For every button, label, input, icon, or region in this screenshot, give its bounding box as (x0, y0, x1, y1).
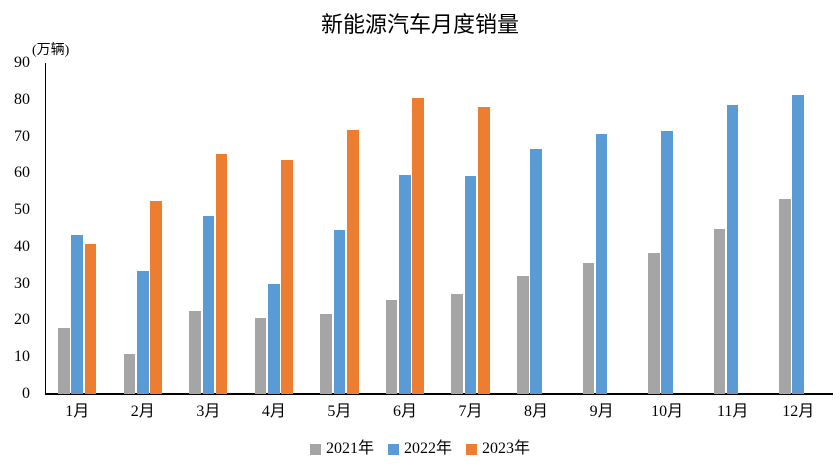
y-axis-tick-label: 60 (14, 164, 30, 182)
y-axis-line (44, 63, 46, 394)
y-axis-tick-label: 50 (14, 201, 30, 219)
bar-2022-m9 (595, 133, 608, 394)
bar-2021-m8 (516, 275, 529, 394)
bar-2021-m9 (582, 262, 595, 394)
y-axis-tick-label: 10 (14, 348, 30, 366)
bar-2022-m3 (202, 215, 215, 394)
bar-2021-m11 (713, 228, 726, 394)
bar-2023-m5 (346, 130, 359, 394)
bar-2022-m5 (333, 229, 346, 394)
bar-2023-m1 (84, 243, 97, 394)
bar-2023-m4 (281, 160, 293, 394)
bar-2022-m4 (268, 284, 280, 394)
x-axis-tick-label: 3月 (196, 403, 221, 420)
x-axis-tick-label: 10月 (651, 403, 684, 420)
legend-item-2023: 2023年 (466, 440, 530, 458)
bar-2021-m10 (648, 253, 660, 394)
x-axis-tick-label: 12月 (782, 403, 815, 420)
bar-2022-m2 (137, 271, 149, 394)
bar-2021-m7 (451, 294, 463, 394)
bar-2022-m10 (661, 131, 673, 394)
bar-2021-m3 (189, 310, 201, 394)
x-axis-tick-label: 7月 (458, 403, 483, 420)
y-axis-tick-label: 0 (22, 385, 30, 402)
y-axis-tick-label: 90 (14, 54, 30, 71)
legend-label-2021: 2021年 (325, 440, 374, 457)
legend-item-2021: 2021年 (309, 440, 374, 458)
x-axis-tick-label: 2月 (130, 403, 155, 420)
y-axis-tick-label: 80 (14, 90, 30, 108)
legend-label-2022: 2022年 (403, 440, 452, 457)
bar-2021-m2 (123, 353, 136, 394)
bar-2023-m7 (478, 107, 490, 394)
y-axis-tick-label: 20 (14, 311, 30, 329)
x-axis-tick-label: 8月 (524, 403, 549, 420)
bar-2021-m12 (779, 198, 791, 394)
bar-2022-m1 (71, 235, 84, 394)
legend-swatch-2022 (387, 443, 399, 455)
legend-swatch-2023 (466, 443, 477, 455)
bar-2023-m6 (412, 97, 425, 394)
legend-swatch-2021 (309, 443, 321, 455)
legend-item-2022: 2022年 (387, 440, 452, 458)
bar-2023-m3 (215, 153, 228, 394)
bar-2022-m12 (792, 94, 805, 394)
bar-2021-m4 (254, 318, 267, 394)
bar-2022-m6 (399, 174, 411, 394)
x-axis-tick-label: 1月 (65, 403, 90, 420)
y-axis-tick-label: 40 (14, 237, 30, 255)
bar-2021-m6 (385, 299, 398, 394)
bar-2022-m11 (726, 104, 739, 394)
bar-2022-m8 (530, 149, 542, 394)
bar-2023-m2 (150, 200, 162, 394)
x-axis-tick-label: 4月 (261, 403, 286, 420)
bar-2021-m1 (58, 328, 70, 394)
x-axis-tick-label: 5月 (327, 403, 352, 420)
bar-2021-m5 (320, 314, 332, 394)
y-axis-tick-label: 70 (14, 127, 30, 145)
chart-title: 新能源汽车月度销量 (320, 12, 519, 37)
legend-label-2023: 2023年 (482, 440, 531, 457)
y-axis-unit-label: (万辆) (32, 43, 70, 58)
bar-2022-m7 (464, 175, 477, 394)
x-axis-tick-label: 11月 (716, 403, 749, 420)
legend: 2021年 2022年 2023年 (0, 440, 840, 458)
x-axis-tick-label: 9月 (589, 403, 614, 420)
y-axis-tick-label: 30 (14, 274, 30, 292)
x-axis-tick-label: 6月 (392, 403, 417, 420)
x-axis-line (44, 393, 833, 395)
